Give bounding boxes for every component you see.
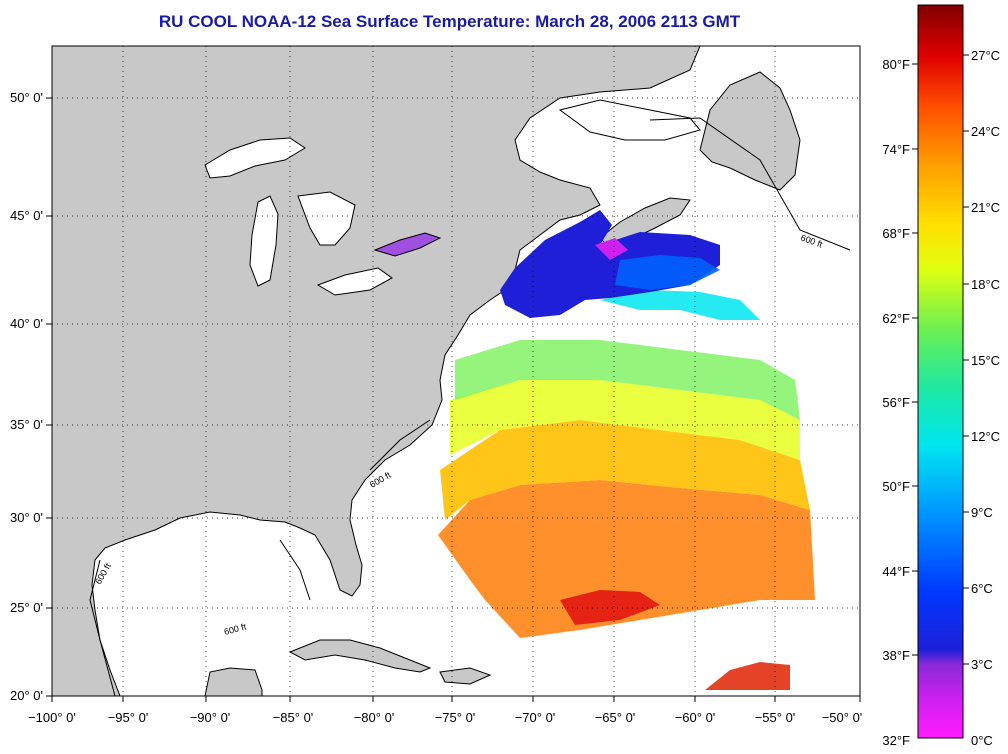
colorbar-c-label: 24°C [971,124,1000,139]
colorbar-c-label: 3°C [971,657,993,672]
sst-swath [438,210,815,690]
colorbar-c-label: 9°C [971,505,993,520]
land-north-america [52,46,701,696]
lake-erie [373,232,442,257]
isobath-600ft [89,117,851,696]
lat-label: 40° 0' [10,316,43,331]
colorbar-f-label: 56°F [882,395,910,410]
colorbar-f-label: 32°F [882,733,910,748]
colorbar-f-label: 80°F [882,57,910,72]
lon-label: −75° 0' [435,710,476,725]
lat-tick-labels: 20° 0' 25° 0' 30° 0' 35° 0' 40° 0' 45° 0… [10,90,43,703]
colorbar: 80°F 74°F 68°F 62°F 56°F 50°F 44°F 38°F … [882,4,1000,748]
lon-label: −55° 0' [755,710,796,725]
colorbar-ticks [912,54,969,665]
lon-label: −100° 0' [28,710,76,725]
colorbar-c-label: 18°C [971,277,1000,292]
lon-label: −95° 0' [108,710,149,725]
colorbar-c-label: 21°C [971,200,1000,215]
colorbar-f-label: 50°F [882,479,910,494]
colorbar-c-label: 27°C [971,48,1000,63]
lat-label: 45° 0' [10,208,43,223]
grid-lines [52,46,860,696]
lon-label: −65° 0' [595,710,636,725]
colorbar-f-label: 68°F [882,226,910,241]
lon-label: −50° 0' [822,710,863,725]
lon-label: −60° 0' [675,710,716,725]
lat-label: 35° 0' [10,417,43,432]
lon-label: −90° 0' [190,710,231,725]
map-title: RU COOL NOAA-12 Sea Surface Temperature:… [158,12,741,31]
land-yucatan [204,667,263,696]
colorbar-f-label: 74°F [882,142,910,157]
colorbar-f-label: 62°F [882,311,910,326]
tick-marks [46,97,861,702]
lat-label: 20° 0' [10,688,43,703]
colorbar-f-label: 44°F [882,564,910,579]
colorbar-gradient [917,4,964,739]
plot-frame [51,45,861,697]
colorbar-c-label: 12°C [971,429,1000,444]
lon-tick-labels: −100° 0' −95° 0' −90° 0' −85° 0' −80° 0'… [28,710,862,725]
lat-label: 30° 0' [10,510,43,525]
land-cuba [288,639,432,673]
colorbar-c-label: 15°C [971,353,1000,368]
lake-ontario [316,267,393,296]
lake-superior [204,137,306,179]
lon-label: −80° 0' [354,710,395,725]
land-hispaniola [439,667,492,685]
lake-huron [297,191,356,246]
lat-label: 25° 0' [10,600,43,615]
lon-label: −70° 0' [515,710,556,725]
colorbar-c-label: 6°C [971,581,993,596]
lon-label: −85° 0' [273,710,314,725]
st-lawrence-gulf [558,99,701,141]
lake-michigan [249,195,279,287]
lat-label: 50° 0' [10,90,43,105]
colorbar-f-label: 38°F [882,648,910,663]
colorbar-c-label: 0°C [971,733,993,748]
